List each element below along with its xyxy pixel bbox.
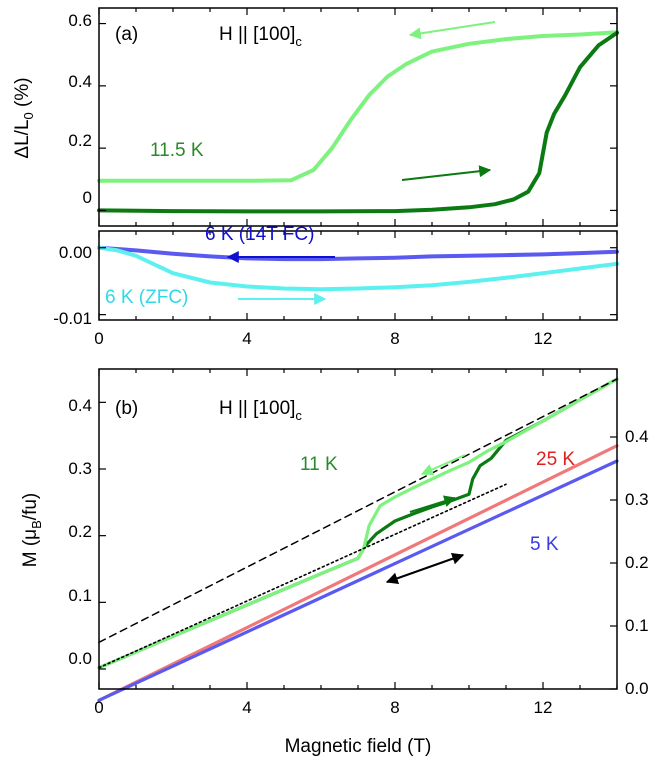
panel-a: 0.6 0.4 0.2 0 0.00 -0.01 0 4 8 12 ΔL/L0 … — [12, 7, 619, 348]
label-11-5K: 11.5 K — [150, 140, 204, 161]
series-line-25-k — [97, 444, 619, 702]
series-line-11-5-k-up-sweep — [97, 30, 619, 214]
panel-b-series — [97, 377, 619, 702]
series-line-11-k-down-sweep — [97, 377, 619, 670]
sweep-down-arrow-b — [420, 454, 466, 476]
panel-a-field-label: H || [100]c — [219, 24, 302, 49]
series-line-11-5-k-down-sweep — [97, 30, 619, 183]
panel-a-ylabel: ΔL/L0 (%) — [12, 77, 36, 158]
panel-b-ytick-label: 0.4 — [68, 396, 92, 415]
panel-b-right-ytick-label: 0.4 — [625, 427, 649, 446]
panel-a-ytick-label: -0.01 — [53, 309, 92, 328]
panel-b-ylabel: M (μB/fu) — [20, 493, 44, 568]
label-11K: 11 K — [300, 454, 338, 475]
panel-b-field-label: H || [100]c — [219, 398, 302, 423]
panel-a-ytick-label: 0.6 — [68, 11, 92, 30]
panel-b-xtick-label: 0 — [94, 698, 103, 717]
series-line-6-k-zfc- — [97, 245, 619, 292]
x-axis-label: Magnetic field (T) — [285, 736, 432, 757]
label-25K: 25 K — [536, 449, 575, 470]
panel-b-right-ytick-label: 0.0 — [625, 679, 649, 698]
sweep-up-arrow-a — [401, 165, 492, 181]
panel-b-right-ytick-label: 0.3 — [625, 490, 649, 509]
panel-a-ytick-label: 0.4 — [68, 72, 92, 91]
panel-a-upper-series — [97, 30, 619, 214]
label-6K-ZFC: 6 K (ZFC) — [105, 287, 188, 308]
sweep-up-arrow-b — [409, 495, 457, 513]
panel-b-ytick-label: 0.3 — [68, 459, 92, 478]
panel-b-xtick-label: 4 — [242, 698, 251, 717]
series-line-guide-dotted- — [98, 483, 507, 669]
panel-b-ytick-label: 0.1 — [68, 586, 92, 605]
label-5K: 5 K — [530, 534, 559, 555]
panel-b-tag: (b) — [115, 398, 138, 419]
panel-b-right-ytick-label: 0.2 — [625, 553, 649, 572]
panel-b-xtick-label: 12 — [534, 698, 553, 717]
panel-a-tag: (a) — [115, 24, 138, 45]
panel-b-xtick-label: 8 — [390, 698, 399, 717]
panel-a-upper-frame — [98, 7, 618, 227]
panel-b-frame — [98, 368, 618, 690]
sweep-down-arrow-a — [408, 21, 496, 40]
series-line-6-k-14t-fc- — [97, 245, 619, 262]
panel-a-ytick-label: 0.00 — [59, 243, 92, 262]
panel-a-xtick-label: 8 — [390, 329, 399, 348]
panel-a-ytick-label: 0 — [83, 188, 92, 207]
panel-b-ytick-label: 0.0 — [68, 649, 92, 668]
label-6K-14T-FC: 6 K (14T FC) — [205, 224, 314, 245]
panel-a-upper-ticks — [98, 8, 618, 226]
series-line-5-k — [97, 459, 619, 702]
panel-b-ticks — [98, 369, 618, 690]
panel-a-ytick-label: 0.2 — [68, 131, 92, 150]
panel-b-right-ytick-label: 0.1 — [625, 616, 649, 635]
panel-b: 0.4 0.3 0.2 0.1 0.0 0.4 0.3 0.2 0.1 0.0 … — [20, 368, 649, 757]
series-line-guide-dashed- — [98, 378, 618, 644]
panel-a-xtick-label: 4 — [242, 329, 251, 348]
panel-a-lower-series — [97, 245, 619, 292]
panel-a-xtick-label: 0 — [94, 329, 103, 348]
panel-a-lower-ticks — [98, 231, 618, 320]
panel-a-xtick-label: 12 — [534, 329, 553, 348]
reversible-arrow-b — [385, 552, 465, 585]
panel-b-ytick-label: 0.2 — [68, 522, 92, 541]
